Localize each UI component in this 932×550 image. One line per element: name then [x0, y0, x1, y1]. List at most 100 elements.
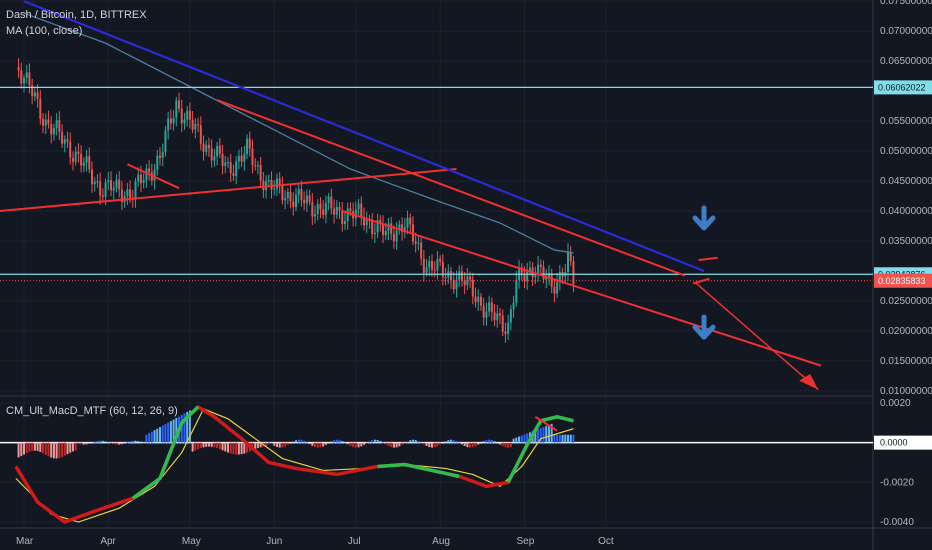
candle — [458, 271, 461, 280]
macd-histogram-bar — [341, 440, 344, 443]
time-tick-label[interactable]: Jul — [348, 536, 361, 547]
candle — [115, 179, 118, 188]
macd-indicator-label[interactable]: CM_Ult_MacD_MTF (60, 12, 26, 9) — [6, 405, 178, 417]
macd-histogram-bar — [284, 442, 287, 447]
macd-histogram-bar — [267, 442, 270, 444]
time-tick-label[interactable]: Mar — [16, 536, 34, 547]
macd-histogram-bar — [55, 442, 58, 459]
drawings — [0, 0, 822, 391]
macd-histogram-bar — [308, 442, 311, 445]
time-tick-label[interactable]: Apr — [100, 536, 116, 547]
macd-histogram-bar — [441, 442, 444, 444]
macd-histogram-bar — [569, 434, 572, 443]
macd-histogram-bar — [395, 442, 398, 448]
candle — [188, 110, 191, 120]
macd-histogram-bar — [123, 442, 126, 444]
macd-histogram-bar — [207, 442, 210, 447]
candle — [229, 162, 232, 174]
macd-histogram-bar — [360, 442, 363, 447]
price-axis[interactable]: 0.07500000 0.07000000 0.06500000 0.05500000… — [874, 0, 932, 528]
macd-histogram-bar — [137, 440, 140, 443]
candle — [172, 117, 175, 124]
macd-histogram-bar — [509, 442, 512, 448]
candle — [254, 165, 257, 167]
macd-tick-label[interactable]: -0.0040 — [880, 517, 914, 528]
price-tick-label[interactable]: 0.05000000 — [880, 146, 932, 157]
candle — [479, 296, 482, 306]
candle — [346, 208, 349, 221]
candle — [251, 148, 254, 166]
price-tick-label[interactable]: 0.07000000 — [880, 26, 932, 37]
candle — [213, 156, 216, 161]
macd-histogram-bar — [542, 427, 545, 443]
price-tick-label[interactable]: 0.01500000 — [880, 356, 932, 367]
candle — [338, 206, 341, 211]
macd-histogram-bar — [281, 442, 284, 448]
candle — [534, 275, 537, 278]
candle — [42, 118, 45, 126]
price-tag-label[interactable]: 0.02835833 — [878, 276, 926, 286]
time-axis[interactable]: Mar Apr May Jun Jul Aug Sep Oct — [16, 536, 614, 547]
candle — [281, 185, 284, 201]
macd-histogram-bar — [501, 442, 504, 447]
price-tick-label[interactable]: 0.03500000 — [880, 236, 932, 247]
macd-histogram-bar — [444, 441, 447, 443]
candle — [401, 224, 404, 232]
price-tick-label[interactable]: 0.02000000 — [880, 326, 932, 337]
candle — [469, 276, 472, 280]
candle — [61, 131, 64, 144]
candle — [363, 216, 365, 226]
macd-histogram-bar — [455, 441, 458, 443]
macd-histogram-bar — [303, 440, 306, 443]
macd-histogram-bar — [227, 442, 229, 453]
time-tick-label[interactable]: May — [182, 536, 201, 547]
candle — [474, 296, 477, 302]
macd-tick-label[interactable]: 0.0000 — [880, 438, 908, 448]
channel-top-trendline — [216, 99, 686, 277]
macd-histogram-bar — [93, 441, 96, 443]
candle — [441, 261, 444, 277]
candle — [406, 217, 409, 228]
macd-histogram-bar — [297, 439, 300, 443]
candle — [452, 280, 455, 290]
candle — [235, 161, 238, 176]
price-tick-label[interactable]: 0.04500000 — [880, 176, 932, 187]
macd-histogram-bar — [112, 442, 115, 445]
time-tick-label[interactable]: Oct — [598, 536, 614, 547]
time-tick-label[interactable]: Sep — [516, 536, 534, 547]
candle — [120, 189, 123, 203]
candle — [199, 125, 202, 144]
ma-indicator-label[interactable]: MA (100, close) — [6, 25, 82, 37]
price-tick-label[interactable]: 0.01000000 — [880, 386, 932, 397]
price-tick-label[interactable]: 0.06500000 — [880, 56, 932, 67]
candle — [327, 196, 330, 204]
price-tag-label[interactable]: 0.06062022 — [878, 82, 926, 92]
macd-histogram-bar — [221, 442, 224, 451]
candle — [52, 127, 55, 135]
macd-histogram-bar — [69, 442, 72, 453]
candle — [300, 188, 303, 201]
time-tick-label[interactable]: Jun — [266, 536, 282, 547]
macd-histogram-bar — [134, 440, 137, 443]
candle — [153, 169, 156, 181]
trendline — [534, 416, 558, 432]
downtrend-line — [23, 0, 705, 272]
macd-tick-label[interactable]: -0.0020 — [880, 477, 914, 488]
candle — [197, 123, 200, 126]
macd-histogram-bar — [567, 434, 569, 443]
macd-tick-label[interactable]: 0.0020 — [880, 398, 911, 409]
macd-histogram-bar — [131, 440, 134, 443]
time-tick-label[interactable]: Aug — [432, 536, 450, 547]
macd-histogram-bar — [327, 442, 330, 444]
macd-histogram-bar — [526, 433, 529, 443]
price-tick-label[interactable]: 0.04000000 — [880, 206, 932, 217]
macd-histogram-bar — [534, 430, 537, 443]
candle — [44, 119, 47, 126]
macd-histogram-bar — [523, 434, 526, 443]
price-tick-label[interactable]: 0.07500000 — [880, 0, 932, 7]
macd-histogram-bar — [382, 442, 385, 444]
price-tick-label[interactable]: 0.05500000 — [880, 116, 932, 127]
price-tick-label[interactable]: 0.02500000 — [880, 296, 932, 307]
